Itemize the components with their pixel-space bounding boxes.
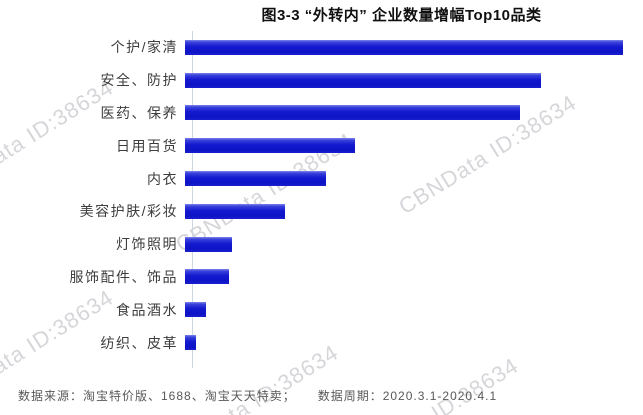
bar-chart: 个护/家清 安全、防护 医药、保养 日用百货 内衣 — [0, 31, 643, 359]
category-label: 安全、防护 — [100, 72, 178, 89]
bar-track — [185, 236, 643, 252]
bar-track — [185, 203, 643, 219]
data-source-text: 数据来源：淘宝特价版、1688、淘宝天天特卖； — [18, 389, 296, 403]
watermark-text: CBNData ID:38634 — [336, 353, 523, 415]
category-label: 日用百货 — [116, 137, 178, 154]
category-label: 医药、保养 — [100, 104, 178, 121]
bar — [185, 105, 520, 121]
chart-row: 美容护肤/彩妆 — [0, 195, 643, 228]
chart-row: 食品酒水 — [0, 293, 643, 326]
chart-row: 安全、防护 — [0, 64, 643, 97]
chart-row: 灯饰照明 — [0, 228, 643, 261]
category-label: 食品酒水 — [116, 301, 178, 318]
bar-track — [185, 105, 643, 121]
bar — [185, 269, 229, 285]
bar — [185, 72, 541, 88]
bar — [185, 236, 232, 252]
chart-row: 医药、保养 — [0, 97, 643, 130]
data-period-text: 数据周期：2020.3.1-2020.4.1 — [317, 389, 498, 403]
bar-track — [185, 72, 643, 88]
category-label: 内衣 — [147, 170, 178, 187]
bar-track — [185, 335, 643, 351]
footer: 数据来源：淘宝特价版、1688、淘宝天天特卖； 数据周期：2020.3.1-20… — [18, 387, 497, 404]
chart-row: 服饰配件、饰品 — [0, 261, 643, 294]
category-label: 服饰配件、饰品 — [69, 268, 178, 285]
category-label: 纺织、皮革 — [100, 334, 178, 351]
category-label: 美容护肤/彩妆 — [79, 203, 178, 220]
chart-row: 日用百货 — [0, 129, 643, 162]
bar — [185, 171, 326, 187]
chart-row: 个护/家清 — [0, 31, 643, 64]
bar-track — [185, 138, 643, 154]
y-axis-line — [192, 31, 193, 368]
category-label: 灯饰照明 — [116, 236, 178, 253]
chart-row: 纺织、皮革 — [0, 326, 643, 359]
chart-title: 图3-3 “外转内” 企业数量增幅Top10品类 — [261, 7, 542, 24]
bar — [185, 302, 206, 318]
bar-track — [185, 171, 643, 187]
bar-track — [185, 302, 643, 318]
bar-track — [185, 39, 643, 55]
bar — [185, 335, 196, 351]
bar-track — [185, 269, 643, 285]
chart-row: 内衣 — [0, 162, 643, 195]
bar — [185, 138, 355, 154]
bar — [185, 39, 623, 55]
category-label: 个护/家清 — [110, 39, 178, 56]
bar — [185, 203, 285, 219]
chart-title-wrap: 图3-3 “外转内” 企业数量增幅Top10品类 — [160, 4, 643, 25]
